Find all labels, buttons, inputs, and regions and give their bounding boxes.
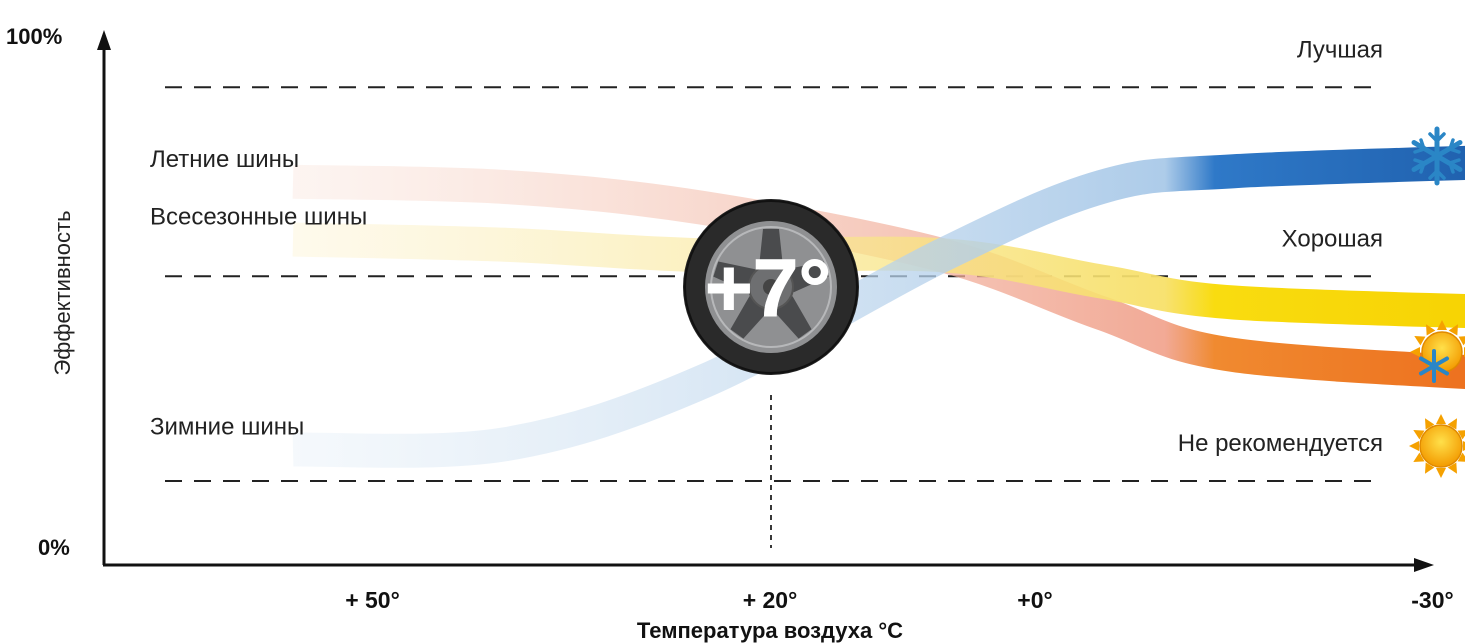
series-label: Летние шины (150, 146, 299, 173)
series-label: Зимние шины (150, 414, 304, 441)
level-label: Лучшая (1297, 36, 1383, 63)
snowflake-icon (1411, 126, 1463, 186)
series-label: Всесезонные шины (150, 204, 367, 231)
x-tick-label: +0° (1017, 587, 1052, 613)
y-top-label: 100% (6, 24, 62, 49)
x-axis-title: Температура воздуха °C (637, 618, 903, 643)
x-axis-arrow (1414, 558, 1434, 572)
crossover-label: +7° (705, 243, 831, 334)
y-axis-title: Эффективность (50, 210, 75, 375)
series-band (292, 145, 1465, 468)
sun-snowflake-icon (1410, 320, 1465, 383)
sun-icon (1409, 414, 1465, 478)
x-tick-label: + 20° (743, 587, 798, 613)
y-axis-arrow (97, 30, 111, 50)
level-label: Хорошая (1282, 225, 1383, 252)
y-bottom-label: 0% (38, 535, 70, 560)
x-tick-label: -30° (1411, 587, 1453, 613)
level-label: Не рекомендуется (1178, 430, 1383, 457)
x-tick-label: + 50° (345, 587, 400, 613)
tyre-icon (683, 199, 859, 375)
